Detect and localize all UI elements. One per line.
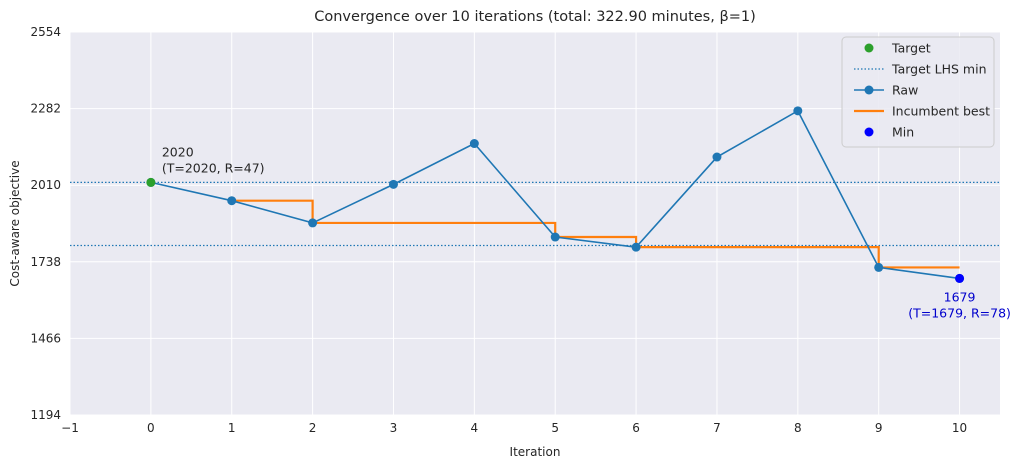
y-tick-label: 2010 xyxy=(30,178,61,192)
legend-label-target: Target xyxy=(891,41,931,56)
raw-point xyxy=(227,196,237,206)
raw-point xyxy=(388,179,398,189)
x-tick-label: 10 xyxy=(952,421,967,435)
legend-label-raw: Raw xyxy=(892,83,918,98)
y-tick-label: 1194 xyxy=(30,408,61,422)
raw-point xyxy=(308,218,318,228)
y-tick-label: 1466 xyxy=(30,331,61,345)
legend-min-marker xyxy=(864,127,874,137)
x-tick-label: 6 xyxy=(632,421,640,435)
target-annotation-detail: (T=2020, R=47) xyxy=(162,160,265,175)
y-tick-label: 2282 xyxy=(30,102,61,116)
legend-box xyxy=(841,36,995,148)
legend-label-incumbent-best: Incumbent best xyxy=(892,104,990,119)
x-tick-label: 0 xyxy=(147,421,155,435)
min-point xyxy=(955,273,965,283)
chart-title: Convergence over 10 iterations (total: 3… xyxy=(314,9,756,25)
legend-target-marker xyxy=(864,43,874,53)
raw-point xyxy=(550,232,560,242)
x-tick-label: 4 xyxy=(471,421,479,435)
x-axis-title: Iteration xyxy=(510,445,561,459)
target-annotation-value: 2020 xyxy=(162,144,194,159)
min-annotation-value: 1679 xyxy=(944,289,976,304)
x-tick-label: 3 xyxy=(390,421,398,435)
x-tick-label: −1 xyxy=(61,421,79,435)
raw-point xyxy=(712,152,722,162)
x-tick-label: 9 xyxy=(875,421,883,435)
y-axis-title: Cost-aware objective xyxy=(8,160,22,286)
y-tick-label: 2554 xyxy=(30,25,61,39)
raw-point xyxy=(793,106,803,116)
x-tick-label: 1 xyxy=(228,421,236,435)
target-point xyxy=(146,177,156,187)
x-tick-label: 5 xyxy=(551,421,559,435)
raw-point xyxy=(874,262,884,272)
y-tick-label: 1738 xyxy=(30,255,61,269)
legend-label-target-lhs-min: Target LHS min xyxy=(891,62,987,77)
legend-raw-marker xyxy=(864,85,874,95)
x-tick-label: 2 xyxy=(309,421,317,435)
raw-point xyxy=(469,139,479,149)
raw-point xyxy=(631,242,641,252)
min-annotation-detail: (T=1679, R=78) xyxy=(908,305,1011,320)
incumbent-best-line xyxy=(231,199,960,269)
x-tick-label: 8 xyxy=(794,421,802,435)
x-tick-label: 7 xyxy=(713,421,721,435)
legend-label-min: Min xyxy=(892,125,914,140)
